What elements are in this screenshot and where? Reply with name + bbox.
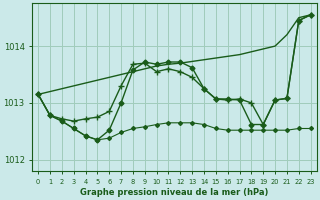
X-axis label: Graphe pression niveau de la mer (hPa): Graphe pression niveau de la mer (hPa)	[80, 188, 268, 197]
